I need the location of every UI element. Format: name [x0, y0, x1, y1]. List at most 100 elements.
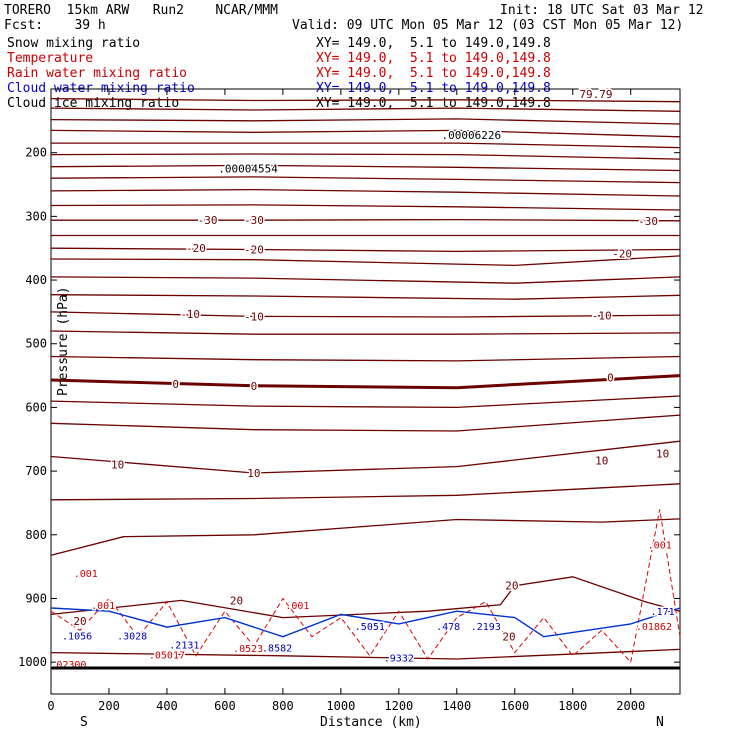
init-time: Init: 18 UTC Sat 03 Mar 12 [500, 3, 704, 18]
cloud-water-label: .171 [651, 607, 675, 618]
y-axis-label: Pressure (hPa) [56, 286, 71, 396]
isotherm-line [50, 188, 681, 197]
x-tick-label: 1200 [384, 699, 413, 713]
isotherm-label: 20 [73, 615, 86, 628]
y-tick-label: 200 [25, 146, 47, 160]
isotherm-line [50, 255, 681, 267]
isotherm-line [50, 576, 681, 619]
isotherm-line [50, 204, 681, 211]
y-tick-label: 900 [25, 591, 47, 605]
x-tick-label: 1400 [442, 699, 471, 713]
isotherm-label: 0 [172, 378, 179, 391]
x-tick-label: 1800 [558, 699, 587, 713]
isotherm-line [50, 164, 681, 172]
rain-contour [50, 509, 681, 664]
isotherm-label: 20 [502, 631, 515, 644]
cloud-water-contour [50, 607, 681, 638]
south-end-label: S [80, 715, 88, 730]
snow-max-label: .00004554 [218, 163, 278, 176]
isotherm-line [50, 118, 681, 125]
xy-range-temperature: XY= 149.0, 5.1 to 149.0,149.8 [316, 51, 551, 66]
x-tick-label: 0 [47, 699, 54, 713]
isotherm-label: 10 [111, 459, 124, 472]
isotherm-line [50, 153, 681, 160]
cloud-water-label: .2131 [169, 640, 199, 651]
rain-label: .05017 [149, 651, 185, 662]
isotherm-label: -10 [592, 310, 612, 323]
isotherm-line [50, 355, 681, 362]
isotherm-line [50, 276, 681, 284]
x-tick-label: 600 [214, 699, 236, 713]
isotherm-line [51, 218, 681, 222]
isotherm-line [51, 142, 681, 149]
cloud-water-label: .5051 [355, 622, 385, 633]
isotherm-line [50, 294, 681, 300]
model-title: TORERO 15km ARW Run2 NCAR/MMM [4, 3, 278, 18]
x-tick-label: 1600 [500, 699, 529, 713]
valid-time: Valid: 09 UTC Mon 05 Mar 12 (03 CST Mon … [292, 18, 684, 33]
y-tick-label: 400 [25, 273, 47, 287]
rain-label: .001 [91, 601, 115, 612]
isotherm-label: 0 [251, 380, 258, 393]
field-label-snow: Snow mixing ratio [7, 36, 141, 51]
isotherm-label: 10 [595, 454, 608, 467]
rain-label: .001 [74, 569, 98, 580]
snow-max-label: .00006226 [441, 129, 501, 142]
isotherm-line [50, 97, 681, 103]
cloud-water-label: .8582 [262, 644, 292, 655]
isotherm-line [50, 395, 681, 409]
isotherm-line [50, 414, 681, 432]
isotherm-line [50, 107, 681, 112]
x-tick-label: 1000 [326, 699, 355, 713]
xy-range-snow: XY= 149.0, 5.1 to 149.0,149.8 [316, 36, 551, 51]
isotherm-line [50, 176, 681, 184]
isotherm-label: -30 [244, 214, 264, 227]
isotherm-label: -30 [638, 215, 658, 228]
isotherm-label: -10 [244, 310, 264, 323]
plot-frame [50, 88, 681, 695]
isotherm-line [50, 330, 681, 335]
ice-max-label: 79.79 [579, 88, 612, 101]
x-tick-label: 200 [98, 699, 120, 713]
field-label-rain: Rain water mixing ratio [7, 66, 188, 81]
cloud-water-label: .478 [436, 622, 460, 633]
y-tick-label: 800 [25, 528, 47, 542]
isotherm-label: -20 [186, 242, 206, 255]
isotherm-line [50, 374, 681, 390]
y-tick-label: 300 [25, 209, 47, 223]
isotherm-line [50, 518, 681, 556]
forecast-hour: Fcst: 39 h [4, 18, 106, 33]
y-tick-label: 500 [25, 337, 47, 351]
y-tick-label: 600 [25, 400, 47, 414]
cloud-water-label: .3028 [117, 631, 147, 642]
isotherm-line [50, 311, 681, 318]
rain-label: .0523 [233, 644, 263, 655]
north-end-label: N [656, 715, 664, 730]
rain-label: .001 [648, 540, 672, 551]
field-label-temperature: Temperature [7, 51, 94, 66]
isotherm-label: -10 [180, 308, 200, 321]
isotherm-line [50, 129, 681, 138]
isotherm-label: -20 [244, 243, 264, 256]
rain-label: .001 [285, 601, 309, 612]
x-tick-label: 2000 [616, 699, 645, 713]
isotherm-label: 20 [505, 580, 518, 593]
isotherm-line [50, 483, 681, 501]
isotherm-label: 0 [607, 371, 614, 384]
isotherm-line [50, 648, 681, 660]
rain-label: .01862 [636, 622, 672, 633]
isotherm-label: -30 [198, 214, 218, 227]
xy-range-rain: XY= 149.0, 5.1 to 149.0,149.8 [316, 66, 551, 81]
x-tick-label: 400 [156, 699, 178, 713]
cloud-water-label: .1056 [62, 631, 92, 642]
isotherm-line [50, 440, 681, 474]
x-tick-label: 800 [272, 699, 294, 713]
cloud-water-label: .2193 [471, 622, 501, 633]
isotherm-label: -20 [612, 247, 632, 260]
cloud-water-label: .9332 [384, 654, 414, 665]
isotherm-line [50, 247, 681, 253]
y-tick-label: 700 [25, 464, 47, 478]
isotherm-label: 10 [247, 467, 260, 480]
x-axis-label: Distance (km) [320, 715, 422, 730]
